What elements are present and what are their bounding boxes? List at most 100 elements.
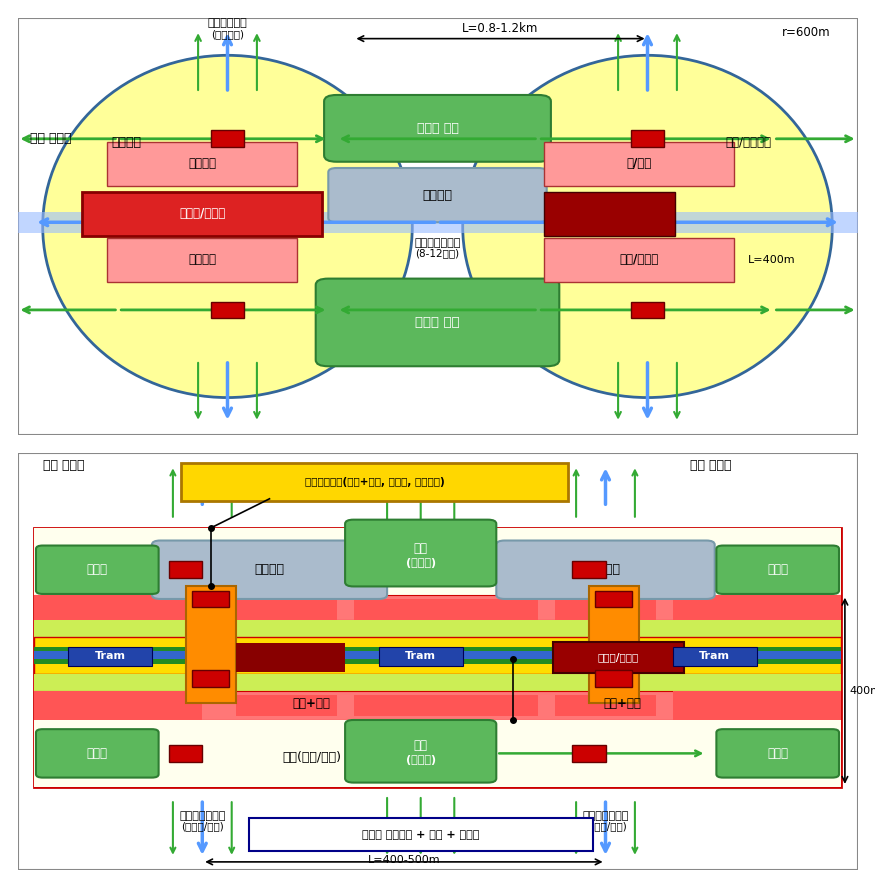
Bar [169, 561, 202, 578]
Bar [186, 586, 236, 703]
Bar [354, 695, 538, 716]
FancyBboxPatch shape [496, 541, 715, 599]
Text: 대규모 녹지: 대규모 녹지 [416, 316, 460, 329]
Text: 업무+상업: 업무+상업 [292, 697, 331, 710]
FancyBboxPatch shape [316, 279, 559, 366]
Bar [673, 595, 841, 620]
Bar [34, 637, 841, 674]
Text: 업무지역: 업무지역 [188, 157, 216, 170]
Ellipse shape [43, 55, 412, 398]
Text: (마을버스): (마을버스) [211, 29, 244, 39]
Text: L=400-500m: L=400-500m [368, 855, 440, 865]
Bar [192, 591, 229, 607]
Bar [631, 131, 664, 147]
Text: 공공시설: 공공시설 [255, 563, 284, 576]
Text: 주거지역: 주거지역 [112, 137, 142, 149]
Text: 도시간선교통망: 도시간선교통망 [179, 811, 226, 821]
Bar [34, 595, 841, 620]
Bar [555, 599, 656, 620]
Text: L=0.8-1.2km: L=0.8-1.2km [462, 21, 539, 35]
FancyBboxPatch shape [345, 519, 496, 586]
Bar [379, 647, 463, 666]
Text: 도시간선도로망: 도시간선도로망 [415, 238, 461, 248]
Text: 지구 보행로: 지구 보행로 [30, 132, 72, 146]
Text: L=400m: L=400m [748, 255, 796, 265]
Text: 업무복합: 업무복합 [591, 563, 620, 576]
Bar [572, 745, 605, 762]
Bar [236, 599, 337, 620]
Bar [673, 691, 841, 720]
Text: 소녹지: 소녹지 [767, 747, 788, 760]
Bar [236, 695, 337, 716]
Text: 중규모 녹지: 중규모 녹지 [416, 122, 459, 135]
Text: 소녹지: 소녹지 [767, 563, 788, 576]
FancyBboxPatch shape [345, 720, 496, 782]
FancyBboxPatch shape [248, 818, 593, 852]
Text: 소녹지: 소녹지 [87, 747, 108, 760]
FancyBboxPatch shape [108, 142, 298, 186]
Bar [34, 720, 841, 787]
Bar [595, 670, 633, 686]
FancyBboxPatch shape [82, 192, 322, 236]
Bar [18, 212, 858, 233]
Text: 녹지: 녹지 [414, 739, 428, 751]
FancyBboxPatch shape [152, 541, 387, 599]
Bar [34, 674, 841, 691]
Bar [68, 647, 152, 666]
Text: 지하철/전철역: 지하철/전철역 [598, 653, 639, 662]
Text: (8-12차로): (8-12차로) [416, 249, 459, 258]
Text: 녹지: 녹지 [414, 543, 428, 555]
Bar [34, 691, 841, 720]
Bar [34, 651, 841, 660]
Bar [236, 643, 345, 672]
Text: 지구 보행로: 지구 보행로 [43, 459, 84, 472]
Bar [631, 302, 664, 318]
Bar [169, 745, 202, 762]
FancyBboxPatch shape [324, 95, 551, 162]
Bar [34, 595, 202, 620]
Bar [211, 302, 244, 318]
Text: 복합용도지역(상업+주거, 중밀도, 고밀블록): 복합용도지역(상업+주거, 중밀도, 고밀블록) [304, 477, 444, 488]
Text: Tram: Tram [699, 651, 731, 662]
FancyBboxPatch shape [544, 192, 676, 236]
FancyBboxPatch shape [181, 464, 568, 501]
Bar [34, 620, 841, 637]
Bar [589, 586, 639, 703]
Bar [34, 691, 202, 720]
FancyBboxPatch shape [108, 238, 298, 282]
Bar [354, 599, 538, 620]
FancyBboxPatch shape [544, 238, 734, 282]
Bar [211, 131, 244, 147]
Text: 지하철/전철역: 지하철/전철역 [179, 208, 226, 220]
FancyBboxPatch shape [36, 729, 158, 778]
Text: 도시간선교통망: 도시간선교통망 [583, 811, 628, 821]
Text: 지구교통체계: 지구교통체계 [207, 18, 248, 28]
FancyBboxPatch shape [717, 729, 839, 778]
Text: (중규모): (중규모) [406, 755, 436, 765]
FancyBboxPatch shape [36, 545, 158, 594]
Text: 주거(중밀/중층): 주거(중밀/중층) [282, 751, 341, 764]
Text: 저밀/고층주거: 저밀/고층주거 [725, 137, 771, 149]
FancyBboxPatch shape [544, 142, 734, 186]
FancyBboxPatch shape [553, 641, 683, 673]
Bar [192, 670, 229, 686]
Bar [595, 591, 633, 607]
FancyBboxPatch shape [717, 545, 839, 594]
Bar [673, 647, 757, 666]
Text: Tram: Tram [94, 651, 125, 662]
Ellipse shape [463, 55, 832, 398]
Text: 400m: 400m [849, 686, 875, 696]
Text: 상업지역: 상업지역 [188, 253, 216, 266]
Bar [555, 695, 656, 716]
Text: (승용차/버스): (승용차/버스) [584, 821, 626, 831]
Text: 공공청사: 공공청사 [423, 188, 452, 202]
Bar [34, 528, 841, 595]
Text: 중/고층: 중/고층 [626, 157, 652, 170]
Text: Tram: Tram [405, 651, 437, 662]
Bar [34, 528, 841, 787]
Bar [34, 647, 841, 663]
Bar [572, 561, 605, 578]
Text: 소녹지: 소녹지 [87, 563, 108, 576]
Text: 업무+상업: 업무+상업 [604, 697, 641, 710]
Text: 노면형 대중교통 + 도로 + 보행로: 노면형 대중교통 + 도로 + 보행로 [362, 829, 480, 840]
